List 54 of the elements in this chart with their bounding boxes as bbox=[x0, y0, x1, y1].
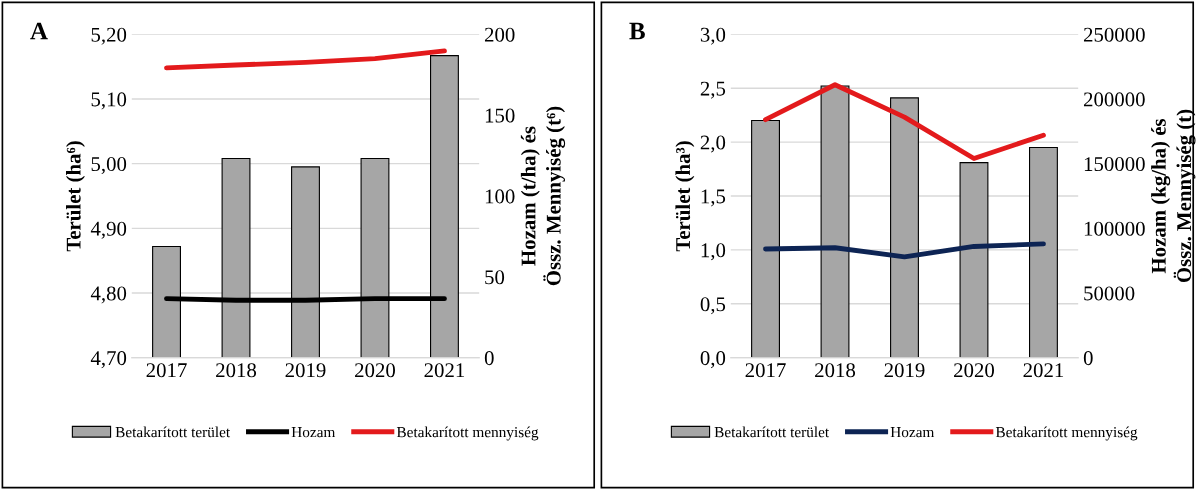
y-tick-label: 4,80 bbox=[90, 286, 127, 304]
y2-axis-title: Hozam (kg/ha) és Össz. Mennyiség (t) bbox=[1151, 109, 1196, 283]
line-series bbox=[763, 82, 1046, 161]
x-tick-label: 2019 bbox=[884, 363, 925, 378]
x-tick-label: 2021 bbox=[1023, 363, 1064, 378]
bar bbox=[890, 97, 919, 358]
y2-tick-label: 200000 bbox=[1083, 92, 1145, 107]
y-tick-label: 4,70 bbox=[90, 351, 127, 369]
y-tick-label: 5,20 bbox=[91, 27, 127, 45]
legend-label: Betakarított terület bbox=[714, 426, 830, 438]
text: B bbox=[629, 22, 645, 40]
x-tick-label: 2021 bbox=[424, 363, 465, 378]
y-tick-label: 5,10 bbox=[91, 92, 127, 110]
x-tick-label: 2020 bbox=[954, 363, 995, 378]
y-axis-title: Terület (ha³) bbox=[675, 141, 695, 252]
y-tick-label: 2,0 bbox=[700, 135, 726, 153]
x-tick-label: 2018 bbox=[815, 363, 856, 378]
y2-tick-label: 100000 bbox=[1084, 221, 1145, 236]
y2-axis-title: Hozam (t/ha) és Össz. Mennyiség (t⁶) bbox=[520, 106, 566, 286]
x-tick-label: 2017 bbox=[745, 363, 786, 378]
bar bbox=[1029, 146, 1058, 358]
legend-label: Betakarított mennyiség bbox=[396, 426, 539, 441]
y2-tick-label: 0 bbox=[1083, 351, 1093, 366]
x-tick-label: 2019 bbox=[285, 363, 326, 378]
text: A bbox=[30, 22, 48, 40]
y-tick-label: 0,0 bbox=[700, 351, 726, 369]
line-series bbox=[763, 241, 1046, 260]
y-axis-title: Terület (ha⁶) bbox=[66, 141, 85, 252]
legend-label: Hozam bbox=[291, 427, 336, 438]
y-tick-label: 0,5 bbox=[700, 297, 726, 315]
y2-tick-label: 100 bbox=[485, 189, 515, 204]
legend-label: Hozam bbox=[890, 427, 935, 438]
y-tick-label: 3,0 bbox=[700, 27, 726, 45]
y-tick-label: 1,0 bbox=[701, 243, 726, 261]
x-tick-label: 2020 bbox=[355, 363, 396, 378]
y2-tick-label: 50000 bbox=[1084, 286, 1135, 301]
bar bbox=[751, 119, 780, 358]
y-tick-label: 4,90 bbox=[90, 221, 127, 239]
line-series bbox=[164, 48, 447, 71]
y2-tick-label: 150 bbox=[485, 108, 515, 123]
y-tick-label: 1,5 bbox=[701, 189, 726, 207]
y-tick-label: 5,00 bbox=[91, 157, 127, 175]
y2-tick-label: 150000 bbox=[1084, 157, 1145, 172]
legend-label: Betakarított terület bbox=[115, 426, 231, 438]
y-tick-label: 2,5 bbox=[700, 81, 726, 99]
bar bbox=[820, 85, 850, 358]
legend-label: Betakarított mennyiség bbox=[995, 426, 1138, 441]
bar bbox=[959, 162, 989, 358]
y2-tick-label: 200 bbox=[484, 27, 515, 42]
y2-tick-label: 250000 bbox=[1083, 27, 1145, 42]
x-tick-label: 2018 bbox=[216, 363, 257, 378]
x-tick-label: 2017 bbox=[146, 363, 187, 378]
y2-tick-label: 50 bbox=[485, 270, 505, 285]
y2-tick-label: 0 bbox=[484, 351, 494, 366]
